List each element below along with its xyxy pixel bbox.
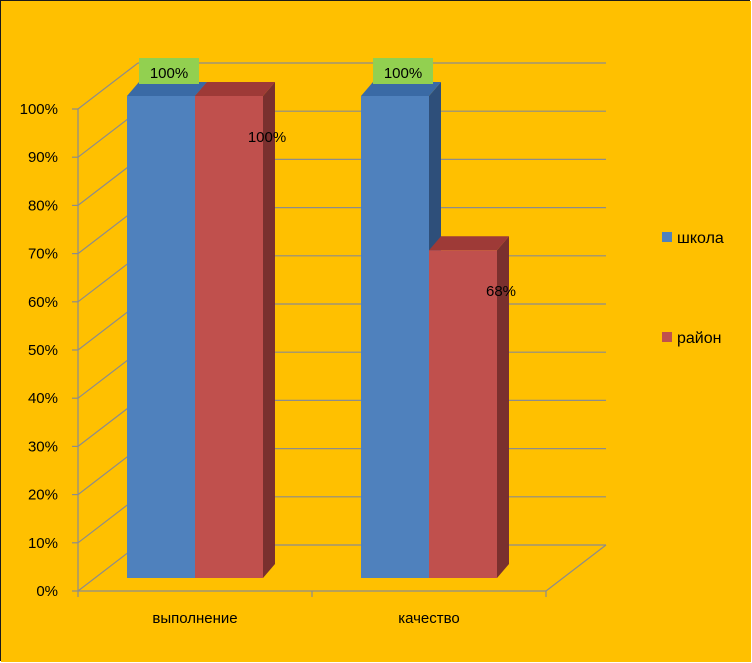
bar-side (263, 82, 275, 578)
data-label: 100% (248, 129, 286, 146)
y-tick-label: 10% (28, 535, 58, 552)
bar-top (429, 236, 509, 251)
y-tick-label: 50% (28, 342, 58, 359)
legend-label: школа (677, 230, 724, 247)
bar (195, 96, 263, 578)
data-label-bg (373, 58, 433, 84)
y-tick-label: 90% (28, 149, 58, 166)
y-tick-label: 60% (28, 294, 58, 311)
x-tick-label: выполнение (152, 610, 237, 627)
y-tick-label: 40% (28, 390, 58, 407)
y-tick-label: 100% (20, 101, 58, 118)
legend-item: район (662, 330, 721, 347)
gridline-diagonal (77, 62, 139, 110)
bar-top (127, 82, 207, 96)
bar-район-качество (429, 236, 509, 579)
data-label: 100% (384, 65, 422, 82)
bar-top (195, 82, 275, 96)
bar-top (361, 82, 441, 96)
bar (127, 96, 195, 578)
bar (429, 250, 497, 579)
data-label: 68% (486, 283, 516, 300)
bar-side (497, 236, 509, 579)
y-tick-label: 0% (36, 583, 58, 600)
legend-label: район (677, 330, 721, 347)
legend-swatch (662, 232, 672, 242)
bar (361, 96, 429, 578)
bar-район-выполнение (195, 82, 275, 578)
y-tick-label: 20% (28, 487, 58, 504)
y-tick-label: 30% (28, 438, 58, 455)
legend-swatch (662, 332, 672, 342)
y-tick-label: 80% (28, 197, 58, 214)
y-tick-label: 70% (28, 246, 58, 263)
bar-школа-выполнение (127, 82, 207, 578)
data-label: 100% (150, 65, 188, 82)
legend-item: школа (662, 230, 724, 247)
floor-edge (545, 544, 607, 592)
data-label-bg (139, 58, 199, 84)
x-tick-label: качество (398, 610, 460, 627)
